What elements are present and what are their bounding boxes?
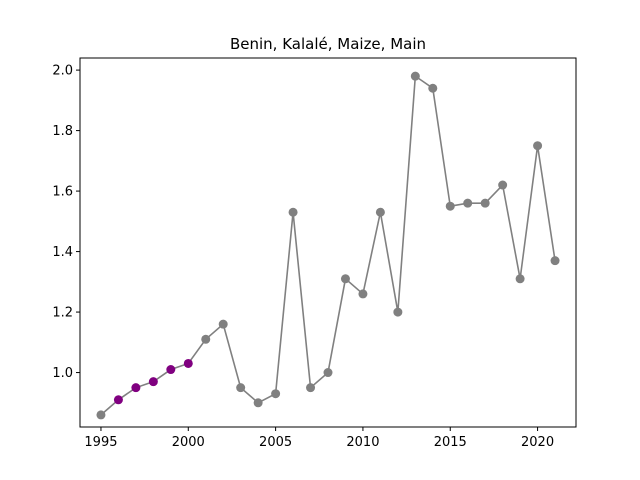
data-point xyxy=(340,274,350,284)
data-point xyxy=(375,207,385,217)
chart-title: Benin, Kalalé, Maize, Main xyxy=(230,35,426,53)
data-point xyxy=(550,256,560,266)
data-point xyxy=(393,307,403,317)
series-line xyxy=(100,74,556,416)
x-tick-label: 2010 xyxy=(346,435,379,450)
x-tick-label: 1995 xyxy=(84,435,117,450)
data-point xyxy=(323,368,333,378)
highlighted-data-point xyxy=(131,383,141,393)
data-point xyxy=(201,334,211,344)
highlighted-data-point xyxy=(183,358,193,368)
x-axis-ticks: 1995 2000 2005 2010 2015 2020 xyxy=(84,427,554,450)
data-point xyxy=(306,383,316,393)
x-tick-label: 2000 xyxy=(172,435,205,450)
x-tick-label: 2015 xyxy=(434,435,467,450)
data-point xyxy=(271,389,281,399)
data-point xyxy=(445,201,455,211)
data-point xyxy=(428,83,438,93)
x-tick-label: 2020 xyxy=(521,435,554,450)
highlighted-data-point xyxy=(148,377,158,387)
data-point xyxy=(288,207,298,217)
data-point xyxy=(463,198,473,208)
y-tick-label: 1.2 xyxy=(52,306,73,321)
series-markers xyxy=(96,71,560,420)
y-tick-label: 1.0 xyxy=(52,366,73,381)
plot-frame xyxy=(79,57,577,428)
y-tick-label: 1.4 xyxy=(52,245,73,260)
data-point xyxy=(515,274,525,284)
y-tick-label: 2.0 xyxy=(52,64,73,79)
y-tick-label: 1.8 xyxy=(52,124,73,139)
data-point xyxy=(218,319,228,329)
x-tick-label: 2005 xyxy=(259,435,292,450)
data-point xyxy=(533,141,543,151)
highlighted-data-point xyxy=(113,395,123,405)
y-tick-label: 1.6 xyxy=(52,185,73,200)
data-point xyxy=(410,71,420,81)
data-point xyxy=(236,383,246,393)
data-point xyxy=(253,398,263,408)
data-point xyxy=(96,410,106,420)
data-point xyxy=(498,180,508,190)
y-axis-ticks: 1.0 1.2 1.4 1.6 1.8 2.0 xyxy=(52,64,80,381)
data-point xyxy=(358,289,368,299)
data-point xyxy=(480,198,490,208)
highlighted-data-point xyxy=(166,365,176,375)
